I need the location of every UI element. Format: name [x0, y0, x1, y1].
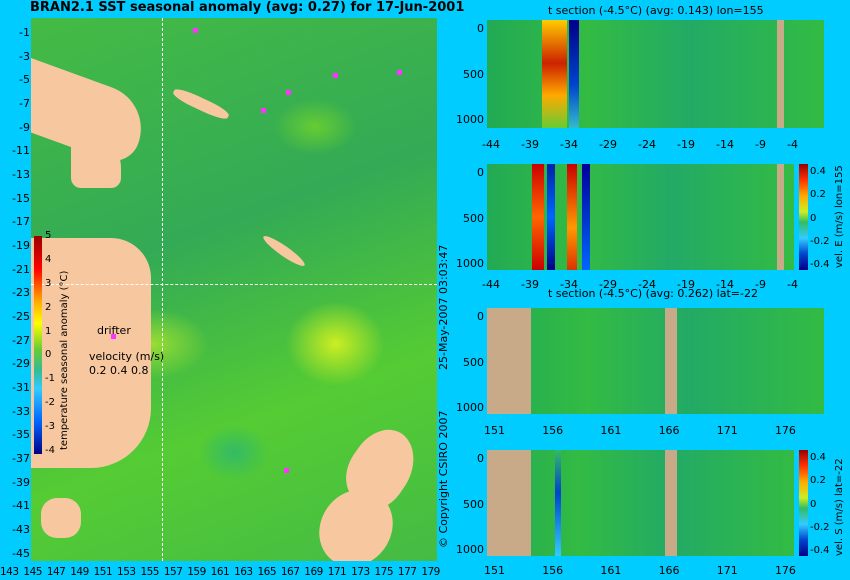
panel2-colorbar	[799, 164, 808, 270]
map-title: BRAN2.1 SST seasonal anomaly (avg: 0.27)…	[30, 0, 465, 15]
land-mask	[487, 450, 531, 556]
map-colorbar-ticks: 5 4 3 2 1 0 -1 -2 -3 -4	[45, 230, 55, 456]
panel4-section[interactable]	[487, 450, 794, 556]
map-y-axis: -1 -3 -5 -7 -9 -11 -13 -15 -17 -19 -21 -23 -25 -27 -29…	[12, 26, 30, 560]
crosshair-horizontal	[31, 284, 437, 285]
panel3-title: t section (-4.5°C) (avg: 0.262) lat=-22	[548, 287, 758, 300]
warm-anomaly-band	[542, 20, 567, 128]
drifter-marker	[261, 108, 266, 113]
drifter-marker	[333, 73, 338, 78]
australia-landmass	[31, 238, 151, 468]
negative-velocity-band	[555, 450, 561, 556]
drifter-marker	[286, 90, 291, 95]
negative-velocity-band	[582, 164, 590, 270]
panel4-colorbar-ticks: 0.4 0.2 0 -0.2 -0.4	[810, 452, 830, 556]
drifter-marker	[397, 70, 402, 75]
drifter-marker	[111, 334, 116, 339]
panel3-y-axis: 0 500 1000	[456, 310, 484, 414]
map-x-axis: 143 145 147 149 151 153 155 157 159 161 163 165 167 1…	[0, 566, 440, 578]
sst-map[interactable]: 5 4 3 2 1 0 -1 -2 -3 -4 temperature seasonal anom…	[31, 18, 437, 561]
solomon-islands-landmass	[171, 85, 231, 123]
panel4-x-axis: 151 156 161 166 171 176	[484, 564, 796, 577]
panel1-x-axis: -44 -39 -34 -29 -24 -19 -14 -9 -4	[482, 138, 798, 151]
crosshair-vertical	[162, 18, 163, 561]
velocity-legend-values: 0.2 0.4 0.8	[89, 364, 149, 377]
cold-anomaly-band	[569, 20, 579, 128]
new-caledonia-landmass	[260, 232, 308, 270]
panel1-section[interactable]	[487, 20, 824, 128]
map-colorbar-label: temperature seasonal anomaly (°C)	[59, 270, 70, 450]
positive-velocity-band	[532, 164, 544, 270]
drifter-marker	[284, 468, 289, 473]
panel2-y-axis: 0 500 1000	[456, 166, 484, 270]
land-mask	[487, 308, 531, 414]
panel2-colorbar-label: vel. E (m/s) lon=155	[834, 165, 845, 268]
drifter-marker	[193, 28, 198, 33]
negative-velocity-band	[547, 164, 555, 270]
panel2-section[interactable]	[487, 164, 794, 270]
panel1-title: t section (-4.5°C) (avg: 0.143) lon=155	[548, 4, 764, 17]
land-mask	[777, 164, 784, 270]
panel3-x-axis: 151 156 161 166 171 176	[484, 424, 796, 437]
map-colorbar	[34, 236, 42, 454]
tasmania-landmass	[41, 498, 81, 538]
panel4-colorbar-label: vel. S (m/s) lat=-22	[834, 458, 845, 556]
land-mask	[665, 308, 677, 414]
panel4-colorbar	[799, 450, 808, 556]
panel4-y-axis: 0 500 1000	[456, 452, 484, 556]
land-mask	[665, 450, 677, 556]
panel1-y-axis: 0 500 1000	[456, 22, 484, 126]
panel2-x-axis: -44 -39 -34 -29 -24 -19 -14 -9 -4	[482, 278, 798, 291]
panel2-colorbar-ticks: 0.4 0.2 0 -0.2 -0.4	[810, 166, 830, 270]
land-mask	[777, 20, 784, 128]
velocity-legend-label: velocity (m/s)	[89, 350, 165, 363]
positive-velocity-band	[567, 164, 577, 270]
panel3-section[interactable]	[487, 308, 824, 414]
drifter-legend-label: drifter	[97, 324, 131, 337]
